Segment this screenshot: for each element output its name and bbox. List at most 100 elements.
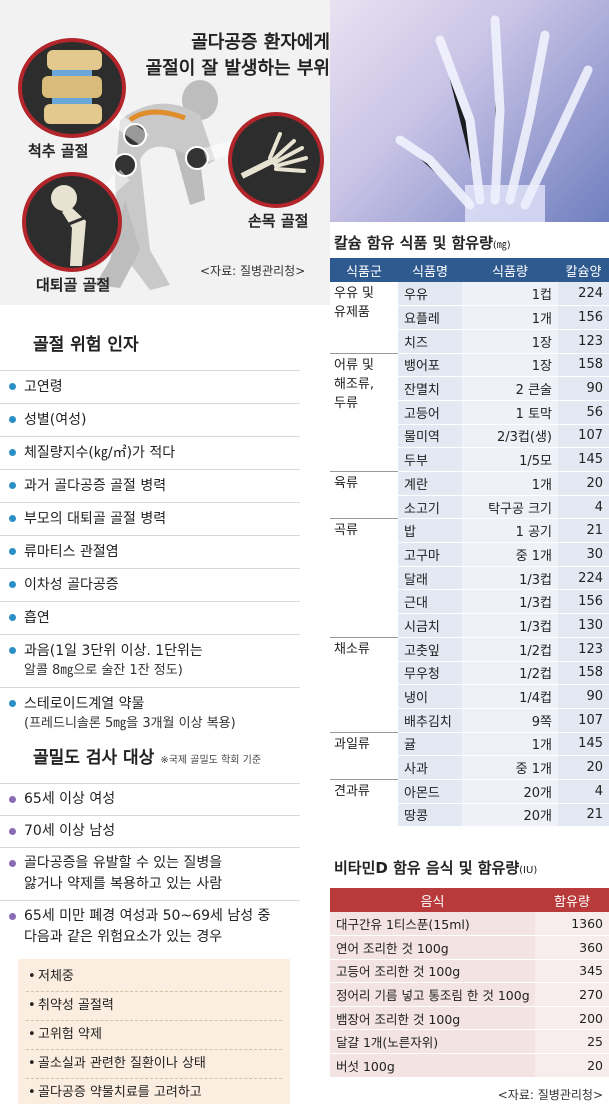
risk-factor-item: 고연령 bbox=[0, 370, 300, 403]
calcium-table-row: 달래 1/3컵 224 bbox=[330, 566, 609, 591]
wrist-fracture-image bbox=[228, 112, 324, 208]
risk-factor-subtext: (프레드니솔론 5㎎을 3개월 이상 복용) bbox=[24, 716, 236, 731]
vitamin-d-table-row: 연어 조리한 것 100g 360 bbox=[330, 935, 609, 960]
calcium-table-row: 근대 1/3컵 156 bbox=[330, 589, 609, 615]
vitamin-d-food-cell: 고등어 조리한 것 100g bbox=[330, 959, 535, 984]
food-group-cell: 과일류 bbox=[330, 731, 398, 780]
bone-density-note: ※국제 골밀도 학회 기준 bbox=[160, 755, 262, 766]
food-group-label: 견과류 bbox=[334, 783, 370, 799]
food-amount-cell: 20개 bbox=[462, 779, 558, 804]
bullet-dot-icon: • bbox=[28, 998, 36, 1013]
risk-factor-text: 과거 골다공증 골절 병력 bbox=[24, 478, 167, 494]
bone-density-title: 골밀도 검사 대상 ※국제 골밀도 학회 기준 bbox=[0, 733, 300, 783]
risk-condition-text: 저체중 bbox=[38, 969, 74, 984]
food-amount-cell: 1개 bbox=[462, 471, 558, 496]
food-amount-cell: 20개 bbox=[462, 803, 558, 828]
vitamin-d-food-cell: 대구간유 1티스푼(15ml) bbox=[330, 912, 535, 937]
calcium-table-row: 무우청 1/2컵 158 bbox=[330, 661, 609, 686]
vitamin-d-unit: (IU) bbox=[519, 865, 538, 876]
calcium-table-row: 소고기 탁구공 크기 4 bbox=[330, 495, 609, 520]
risk-factor-item: 부모의 대퇴골 골절 병력 bbox=[0, 502, 300, 535]
bullet-dot-icon: • bbox=[28, 1027, 36, 1042]
vitamin-d-table-title: 비타민D 함유 음식 및 함유량(IU) bbox=[330, 848, 609, 888]
calcium-value-cell: 145 bbox=[558, 732, 609, 757]
vitamin-d-value-cell: 200 bbox=[535, 1006, 609, 1031]
food-name-cell: 물미역 bbox=[398, 424, 462, 449]
calcium-value-cell: 21 bbox=[558, 518, 609, 544]
calcium-table-title: 칼슘 함유 식품 및 함유량(㎎) bbox=[330, 228, 609, 258]
test-target-item: 65세 미만 폐경 여성과 50~69세 남성 중 다음과 같은 위험요소가 있는… bbox=[0, 900, 300, 953]
calcium-value-cell: 123 bbox=[558, 637, 609, 662]
header-calcium-amount: 칼슘양 bbox=[558, 258, 609, 282]
bullet-icon bbox=[9, 383, 16, 390]
vitamin-d-food-cell: 연어 조리한 것 100g bbox=[330, 935, 535, 960]
calcium-table-row: 요플레 1개 156 bbox=[330, 305, 609, 330]
calcium-table-header: 식품군 식품명 식품량 칼슘양 bbox=[330, 258, 609, 282]
calcium-table-row: 사과 중 1개 20 bbox=[330, 755, 609, 780]
food-group-label: 두류 bbox=[334, 395, 358, 411]
food-amount-cell: 1/3컵 bbox=[462, 613, 558, 638]
calcium-value-cell: 158 bbox=[558, 661, 609, 686]
bullet-icon bbox=[9, 647, 16, 654]
risk-factor-item: 과음(1일 3단위 이상. 1단위는 알콜 8㎎으로 술잔 1잔 정도) bbox=[0, 634, 300, 687]
calcium-value-cell: 21 bbox=[558, 803, 609, 828]
calcium-table-row: 견과류 아몬드 20개 4 bbox=[330, 778, 609, 827]
hero-title: 골다공증 환자에게 골절이 잘 발생하는 부위 bbox=[120, 30, 330, 82]
food-group-label: 우유 및 bbox=[334, 286, 375, 301]
food-amount-cell: 1/2컵 bbox=[462, 637, 558, 662]
food-amount-cell: 1개 bbox=[462, 732, 558, 757]
bone-density-test-section: 골밀도 검사 대상 ※국제 골밀도 학회 기준 65세 이상 여성 70세 이상 남… bbox=[0, 733, 300, 1104]
bullet-icon bbox=[9, 700, 16, 707]
food-group-label: 육류 bbox=[334, 476, 358, 491]
calcium-value-cell: 90 bbox=[558, 684, 609, 709]
test-target-item: 골다공증을 유발할 수 있는 질병을 앓거나 약제를 복용하고 있는 사람 bbox=[0, 847, 300, 900]
test-target-text: 골다공증을 유발할 수 있는 질병을 bbox=[24, 855, 223, 871]
risk-factor-item: 흡연 bbox=[0, 601, 300, 634]
calcium-table-row: 냉이 1/4컵 90 bbox=[330, 684, 609, 709]
risk-condition-item: •골다공증 약물치료를 고려하고있거나 투약 중 bbox=[26, 1079, 282, 1104]
test-target-subtext: 다음과 같은 위험요소가 있는 경우 bbox=[24, 929, 223, 945]
calcium-table-row: 고구마 중 1개 30 bbox=[330, 542, 609, 567]
food-amount-cell: 중 1개 bbox=[462, 542, 558, 567]
bullet-icon bbox=[9, 515, 16, 522]
header-food-name: 식품명 bbox=[398, 258, 462, 282]
food-amount-cell: 9쪽 bbox=[462, 708, 558, 733]
food-amount-cell: 2 큰술 bbox=[462, 376, 558, 401]
spine-fracture-image bbox=[18, 38, 126, 138]
food-amount-cell: 중 1개 bbox=[462, 755, 558, 780]
risk-condition-text: 골다공증 약물치료를 고려하고 bbox=[38, 1085, 202, 1100]
food-name-cell: 냉이 bbox=[398, 684, 462, 709]
risk-condition-item: • 고위험 약제 bbox=[26, 1021, 282, 1050]
calcium-table-row: 배추김치 9쪽 107 bbox=[330, 708, 609, 733]
risk-factor-text: 성별(여성) bbox=[24, 412, 87, 428]
risk-factor-text: 이차성 골다공증 bbox=[24, 577, 119, 593]
food-group-label: 곡류 bbox=[334, 523, 358, 539]
risk-factor-item: 이차성 골다공증 bbox=[0, 568, 300, 601]
risk-factor-item: 체질량지수(㎏/㎡)가 적다 bbox=[0, 436, 300, 469]
food-name-cell: 고춧잎 bbox=[398, 637, 462, 662]
wrist-fracture-label: 손목 골절 bbox=[248, 212, 309, 230]
fracture-illustration: 척추 골절 대퇴골 골절 손목 골절 골다공증 환자에게 골절이 잘 발생하는 … bbox=[0, 0, 330, 305]
bullet-icon bbox=[9, 614, 16, 621]
vitamin-d-value-cell: 270 bbox=[535, 982, 609, 1007]
vitamin-d-value-cell: 20 bbox=[535, 1053, 609, 1078]
food-amount-cell: 1장 bbox=[462, 329, 558, 354]
food-group-cell: 어류 및 해조류, 두류 bbox=[330, 352, 398, 472]
food-amount-cell: 1/2컵 bbox=[462, 661, 558, 686]
food-group-cell: 견과류 bbox=[330, 778, 398, 827]
risk-factors-title: 골절 위험 인자 bbox=[0, 320, 300, 370]
risk-factor-text: 체질량지수(㎏/㎡)가 적다 bbox=[24, 445, 176, 461]
risk-factor-item: 성별(여성) bbox=[0, 403, 300, 436]
risk-factor-text: 류마티스 관절염 bbox=[24, 544, 119, 560]
food-name-cell: 달래 bbox=[398, 566, 462, 591]
vitamin-d-value-cell: 25 bbox=[535, 1029, 609, 1055]
calcium-table-row: 물미역 2/3컵(생) 107 bbox=[330, 424, 609, 449]
food-amount-cell: 1장 bbox=[462, 353, 558, 378]
calcium-value-cell: 107 bbox=[558, 424, 609, 449]
calcium-title-text: 칼슘 함유 식품 및 함유량 bbox=[334, 234, 493, 252]
vitamin-d-table: 음식 함유량 대구간유 1티스푼(15ml) 1360 연어 조리한 것 100g 3… bbox=[330, 888, 609, 1078]
food-name-cell: 무우청 bbox=[398, 661, 462, 686]
calcium-table-row: 채소류 고춧잎 1/2컵 123 bbox=[330, 636, 609, 733]
food-amount-cell: 1/3컵 bbox=[462, 566, 558, 591]
